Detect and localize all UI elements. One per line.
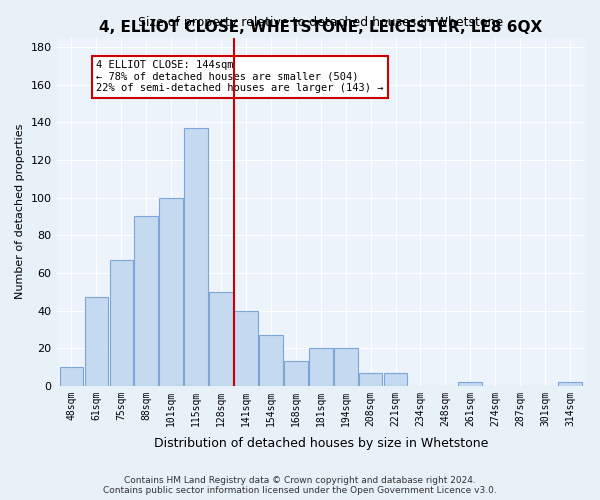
- Bar: [110, 260, 133, 386]
- Text: Contains HM Land Registry data © Crown copyright and database right 2024.
Contai: Contains HM Land Registry data © Crown c…: [103, 476, 497, 495]
- Bar: [558, 382, 582, 386]
- Title: 4, ELLIOT CLOSE, WHETSTONE, LEICESTER, LE8 6QX: 4, ELLIOT CLOSE, WHETSTONE, LEICESTER, L…: [99, 20, 542, 35]
- Bar: [234, 310, 258, 386]
- Bar: [160, 198, 183, 386]
- Bar: [384, 372, 407, 386]
- Bar: [309, 348, 332, 386]
- Bar: [458, 382, 482, 386]
- Bar: [134, 216, 158, 386]
- X-axis label: Distribution of detached houses by size in Whetstone: Distribution of detached houses by size …: [154, 437, 488, 450]
- Bar: [359, 372, 382, 386]
- Bar: [59, 367, 83, 386]
- Bar: [85, 298, 108, 386]
- Bar: [184, 128, 208, 386]
- Y-axis label: Number of detached properties: Number of detached properties: [15, 124, 25, 300]
- Bar: [259, 335, 283, 386]
- Bar: [334, 348, 358, 386]
- Bar: [284, 362, 308, 386]
- Text: 4 ELLIOT CLOSE: 144sqm
← 78% of detached houses are smaller (504)
22% of semi-de: 4 ELLIOT CLOSE: 144sqm ← 78% of detached…: [97, 60, 384, 94]
- Bar: [209, 292, 233, 386]
- Text: Size of property relative to detached houses in Whetstone: Size of property relative to detached ho…: [138, 16, 503, 29]
